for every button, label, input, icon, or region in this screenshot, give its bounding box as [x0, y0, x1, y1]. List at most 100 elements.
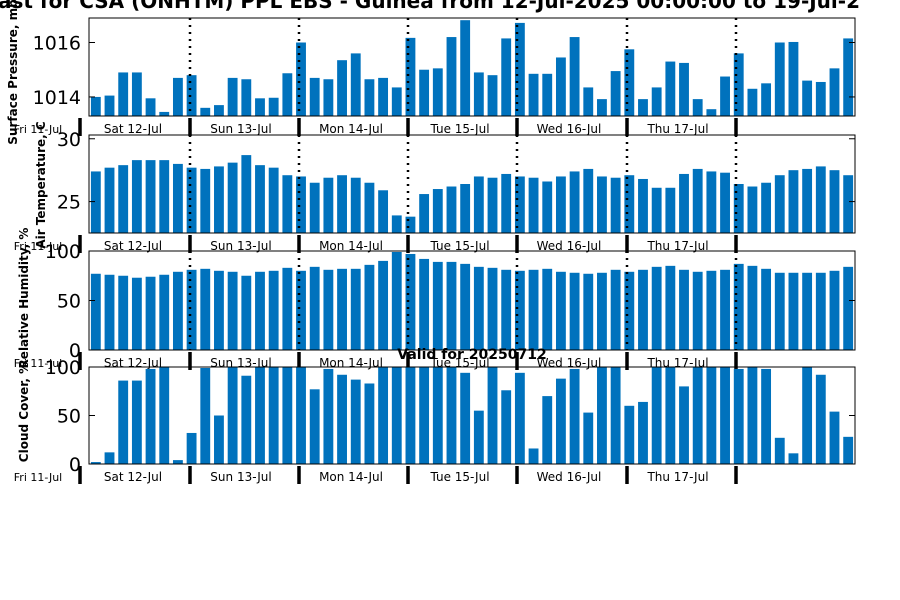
- bar: [432, 367, 443, 464]
- bar: [90, 462, 101, 464]
- bar: [337, 175, 347, 233]
- y-tick-label: 0: [69, 340, 81, 362]
- y-tick-label: 100: [45, 241, 81, 263]
- bar: [473, 176, 484, 233]
- bar: [829, 68, 840, 116]
- x-tick-label: Tue 15-Jul: [429, 470, 489, 484]
- bar: [706, 171, 717, 233]
- x-tick-label: Wed 16-Jul: [537, 239, 602, 253]
- bar: [651, 187, 662, 233]
- bar: [309, 389, 320, 464]
- bar: [487, 267, 498, 350]
- bar: [802, 168, 813, 233]
- bar: [90, 171, 101, 233]
- bar: [610, 71, 621, 116]
- bar: [323, 177, 334, 233]
- bar: [200, 268, 211, 350]
- x-tick-label: Sun 13-Jul: [210, 470, 271, 484]
- bar: [610, 269, 621, 350]
- x-tick-label: Sat 12-Jul: [104, 239, 162, 253]
- bar: [323, 269, 334, 350]
- bar: [815, 81, 826, 116]
- bar: [774, 42, 785, 116]
- bar: [706, 270, 717, 350]
- bar: [104, 274, 115, 350]
- bar: [843, 38, 854, 116]
- x-tick-label: Mon 14-Jul: [319, 356, 383, 370]
- bar: [241, 155, 252, 233]
- bar: [665, 61, 676, 116]
- bar: [432, 261, 443, 350]
- bar: [131, 72, 142, 116]
- bar: [323, 368, 334, 464]
- bar: [761, 182, 772, 233]
- x-tick-label: Wed 16-Jul: [537, 470, 602, 484]
- bar: [638, 99, 648, 116]
- x-tick-label: Thu 17-Jul: [646, 122, 708, 136]
- bar: [473, 410, 484, 464]
- bar: [186, 269, 197, 350]
- bar: [227, 271, 238, 350]
- bar: [104, 167, 115, 233]
- bar: [514, 176, 525, 233]
- bar: [597, 99, 607, 116]
- bar: [268, 367, 279, 464]
- bar: [638, 401, 648, 464]
- bar: [364, 383, 375, 464]
- x-tick-label: Sat 12-Jul: [104, 470, 162, 484]
- bar: [391, 251, 402, 350]
- bar: [829, 170, 840, 233]
- bar: [159, 274, 170, 350]
- bar: [104, 452, 115, 464]
- bar: [624, 49, 635, 117]
- bar: [378, 190, 389, 233]
- bar: [227, 77, 238, 116]
- bar: [391, 367, 402, 464]
- bar: [364, 79, 375, 116]
- bar: [528, 269, 539, 350]
- bar: [569, 368, 580, 464]
- bar: [282, 367, 293, 464]
- bar: [296, 42, 306, 116]
- bar: [145, 98, 156, 116]
- bar: [555, 378, 566, 464]
- bar: [624, 175, 635, 233]
- bar: [350, 177, 361, 233]
- bar: [391, 87, 402, 116]
- bar: [309, 266, 320, 350]
- bar: [692, 168, 703, 233]
- bar: [405, 367, 416, 464]
- bar: [172, 271, 183, 350]
- bar: [665, 187, 676, 233]
- bar: [638, 269, 648, 350]
- bar: [255, 367, 265, 464]
- bar: [555, 57, 566, 116]
- bar: [720, 367, 730, 464]
- bar: [679, 62, 689, 116]
- bar: [282, 73, 293, 116]
- bar: [843, 436, 854, 464]
- bar: [583, 168, 594, 233]
- bar: [706, 367, 717, 464]
- bar: [460, 20, 471, 116]
- y-tick-label: 100: [45, 357, 81, 379]
- bar: [145, 368, 156, 464]
- bar: [405, 216, 416, 233]
- bar: [131, 380, 142, 464]
- bar: [610, 367, 621, 464]
- bar: [296, 367, 306, 464]
- bar: [555, 271, 566, 350]
- bar: [651, 87, 662, 116]
- bar: [501, 38, 512, 116]
- bar: [391, 215, 402, 233]
- bar: [432, 189, 443, 233]
- bar: [815, 166, 826, 233]
- bar: [733, 184, 744, 233]
- bar: [569, 37, 580, 117]
- bar: [419, 69, 430, 116]
- bar: [145, 160, 156, 233]
- bar: [186, 432, 197, 464]
- panel-title: Valid for 20250712: [397, 347, 546, 363]
